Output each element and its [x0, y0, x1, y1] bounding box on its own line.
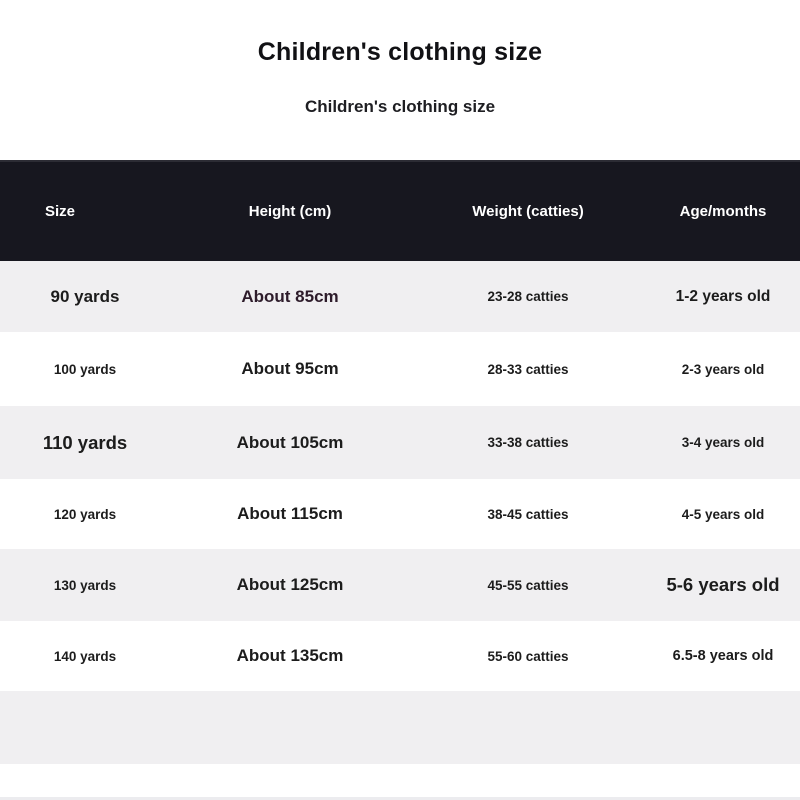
table-cell: About 125cm	[236, 575, 344, 594]
table-cell: 28-33 catties	[487, 361, 569, 377]
table-cell: About 135cm	[236, 646, 344, 665]
table-row: 110 yards About 105cm 33-38 catties 3-4 yea…	[0, 406, 800, 479]
table-body: 90 yards About 85cm 23-28 catties 1-2 years…	[0, 261, 800, 691]
column-header-height: Height (cm)	[248, 203, 332, 220]
table-cell: 5-6 years old	[666, 574, 780, 595]
empty-row	[0, 691, 800, 764]
table-cell: 38-45 catties	[487, 506, 569, 522]
column-header-size: Size	[45, 203, 76, 220]
table-cell: 120 yards	[53, 506, 117, 522]
column-header-weight: Weight (catties)	[472, 203, 584, 220]
table-cell: 2-3 years old	[681, 361, 765, 377]
table-cell: About 115cm	[237, 504, 343, 523]
table-cell: About 105cm	[236, 432, 344, 452]
table-row: 90 yards About 85cm 23-28 catties 1-2 years…	[0, 261, 800, 332]
size-table: Size Height (cm) Weight (catties) Age/mo…	[0, 160, 800, 800]
table-cell: 6.5-8 years old	[672, 648, 774, 664]
page-title: Children's clothing size	[257, 38, 543, 66]
column-header-age: Age/months	[679, 203, 767, 220]
table-cell: 55-60 catties	[487, 648, 569, 664]
table-cell: 130 yards	[53, 577, 117, 593]
table-row: 130 yards About 125cm 45-55 catties 5-6 yea…	[0, 549, 800, 621]
table-row: 120 yards About 115cm 38-45 catties 4-5 yea…	[0, 479, 800, 549]
table-cell: 110 yards	[42, 431, 128, 453]
table-cell: 3-4 years old	[681, 435, 765, 450]
table-cell: 23-28 catties	[487, 289, 569, 304]
table-header-row: Size Height (cm) Weight (catties) Age/mo…	[0, 160, 800, 261]
table-cell: 140 yards	[53, 648, 117, 664]
table-cell: 33-38 catties	[487, 435, 569, 450]
table-cell: 4-5 years old	[681, 506, 765, 522]
bottom-spacer	[0, 764, 800, 797]
table-cell: 90 yards	[50, 286, 120, 306]
table-cell: About 85cm	[241, 286, 339, 306]
table-cell: 1-2 years old	[675, 287, 771, 305]
table-cell: 45-55 catties	[487, 577, 569, 593]
table-cell: About 95cm	[241, 359, 339, 378]
page-subtitle: Children's clothing size	[304, 97, 496, 116]
table-cell: 100 yards	[53, 361, 117, 377]
bottom-strip	[0, 797, 800, 800]
table-row: 140 yards About 135cm 55-60 catties 6.5-8 y…	[0, 621, 800, 691]
table-row: 100 yards About 95cm 28-33 catties 2-3 year…	[0, 332, 800, 406]
